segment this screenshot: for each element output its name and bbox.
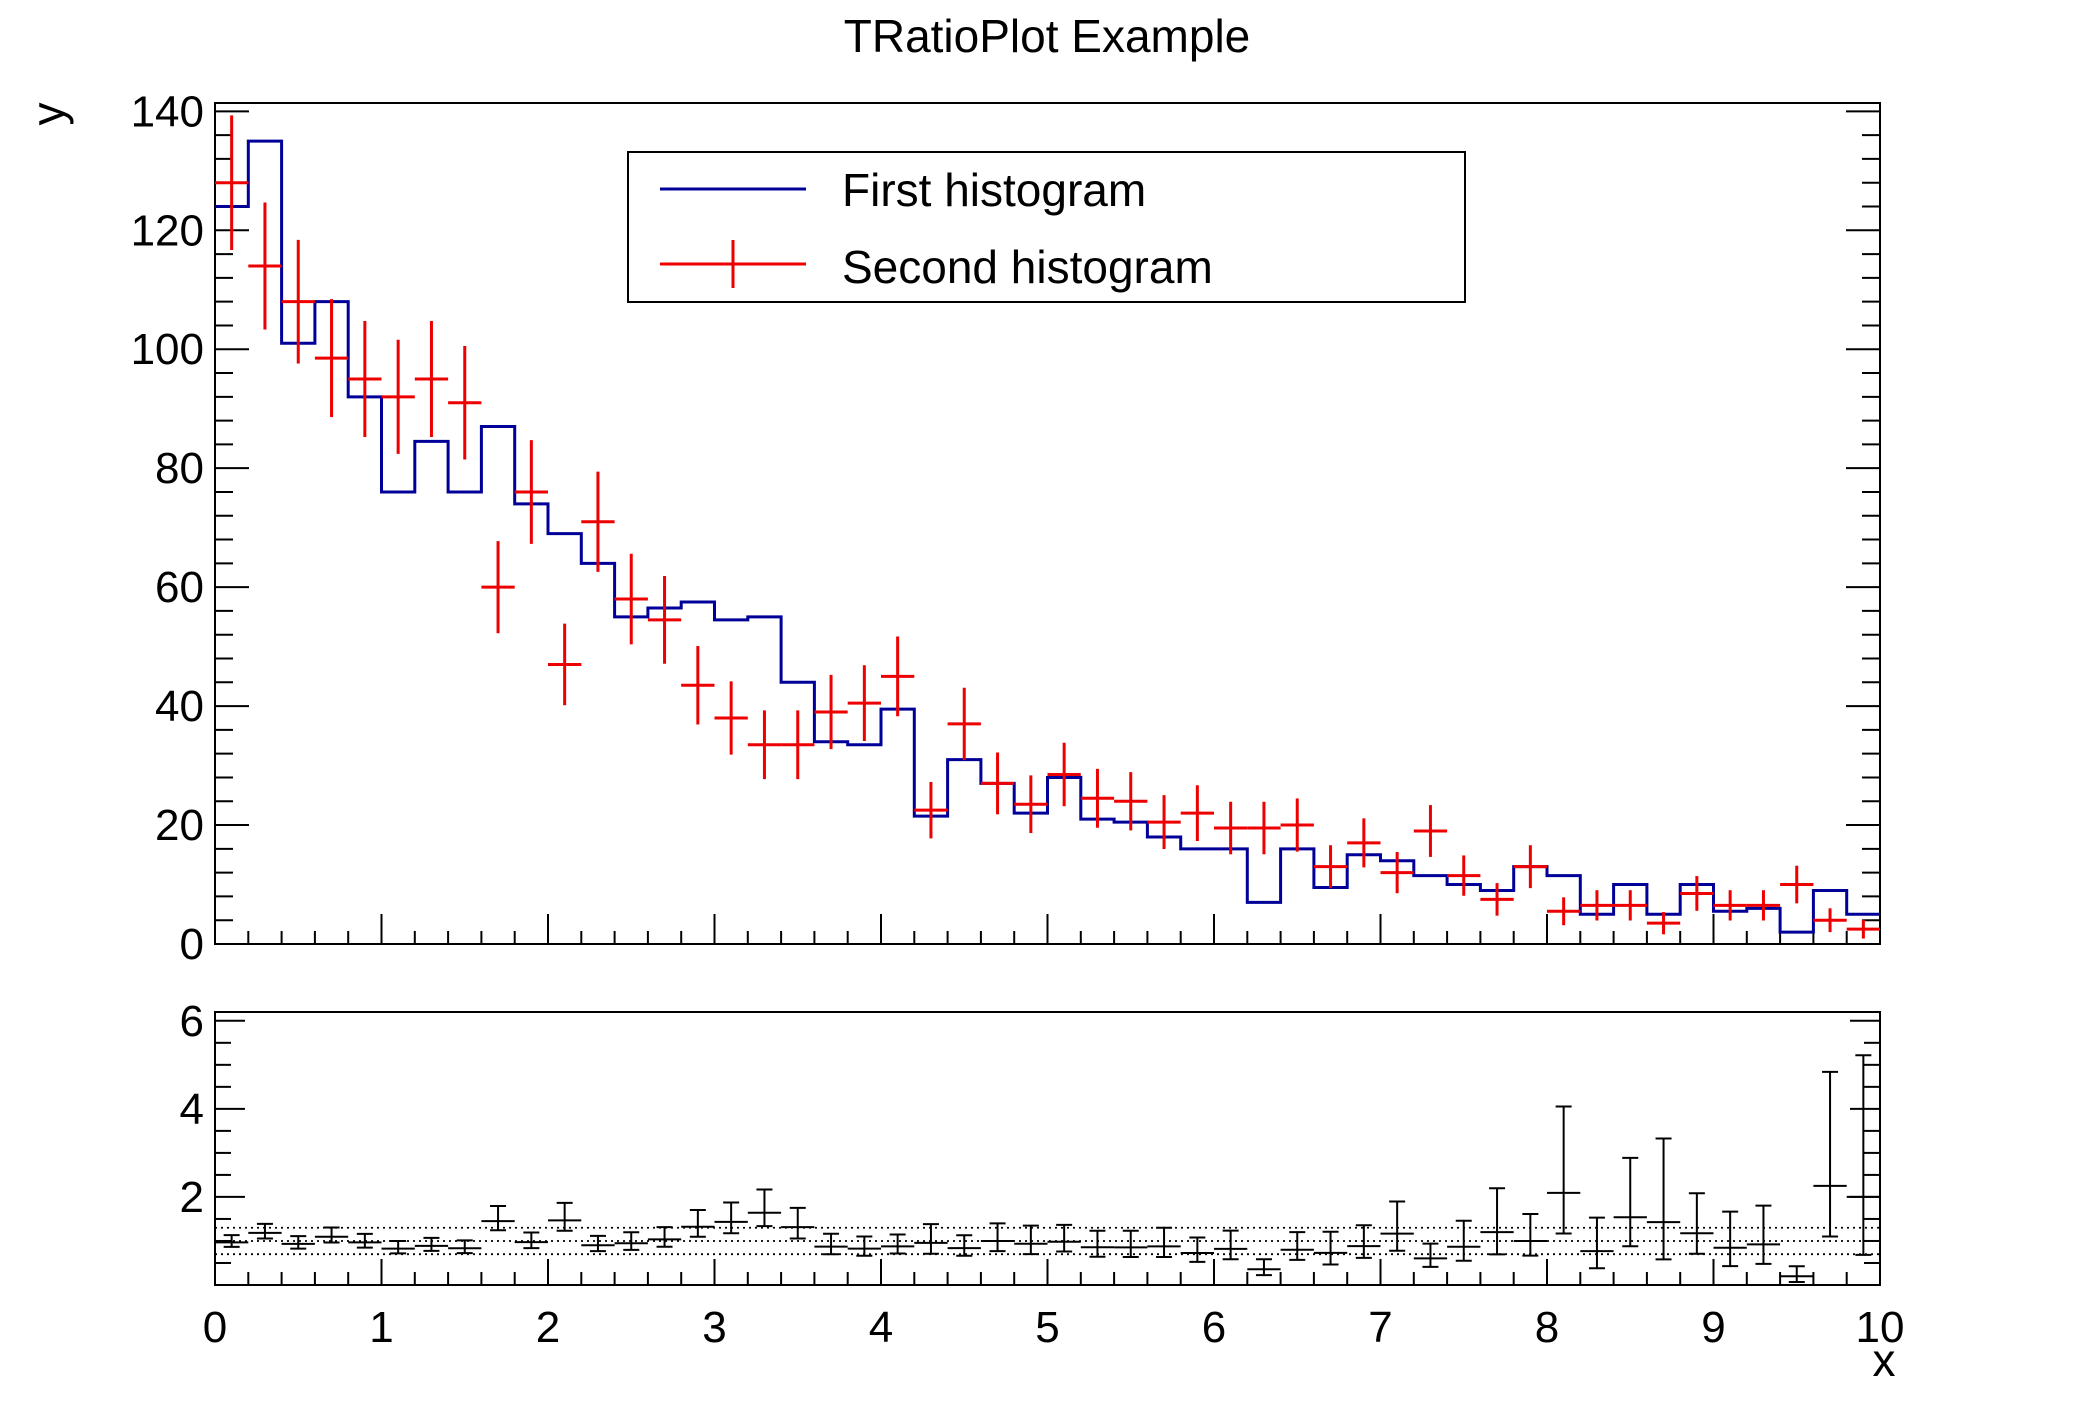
ratio-y-tick-label: 2 [180, 1173, 204, 1222]
x-axis-title: x [1873, 1334, 1896, 1386]
x-tick-label: 5 [1035, 1303, 1059, 1352]
x-tick-label: 3 [702, 1303, 726, 1352]
legend-label-first: First histogram [842, 164, 1146, 216]
ratio-y-tick-label: 4 [180, 1085, 204, 1134]
y-tick-label: 100 [131, 325, 204, 374]
legend: First histogram Second histogram [627, 151, 1466, 303]
y-tick-label: 60 [155, 563, 204, 612]
x-tick-label: 10 [1856, 1303, 1905, 1352]
legend-label-second: Second histogram [842, 241, 1213, 293]
x-tick-label: 1 [369, 1303, 393, 1352]
y-tick-label: 140 [131, 87, 204, 136]
plot-title: TRatioPlot Example [844, 10, 1251, 62]
y-tick-label: 120 [131, 206, 204, 255]
x-tick-label: 2 [536, 1303, 560, 1352]
first-histogram-step-line [215, 139, 1880, 934]
upper-plot-panel: 0 20 40 60 80 100 120 140 [131, 87, 1881, 969]
y-axis-title: y [22, 103, 74, 126]
x-tick-label: 4 [869, 1303, 893, 1352]
ratio-y-tick-label: 6 [180, 997, 204, 1046]
legend-cross-sample-second [660, 240, 806, 288]
y-tick-label: 40 [155, 682, 204, 731]
x-tick-label: 7 [1368, 1303, 1392, 1352]
x-tick-label: 8 [1535, 1303, 1559, 1352]
ratio-points [215, 1054, 1880, 1283]
y-tick-label: 0 [180, 920, 204, 969]
x-tick-label: 9 [1701, 1303, 1725, 1352]
x-tick-label: 6 [1202, 1303, 1226, 1352]
lower-plot-ratio-panel: 0 1 2 3 4 5 6 7 8 9 10 2 4 6 [180, 997, 1905, 1352]
second-histogram-points [215, 115, 1880, 939]
legend-box [627, 151, 1466, 303]
x-tick-label: 0 [203, 1303, 227, 1352]
y-tick-label: 80 [155, 444, 204, 493]
y-tick-label: 20 [155, 801, 204, 850]
